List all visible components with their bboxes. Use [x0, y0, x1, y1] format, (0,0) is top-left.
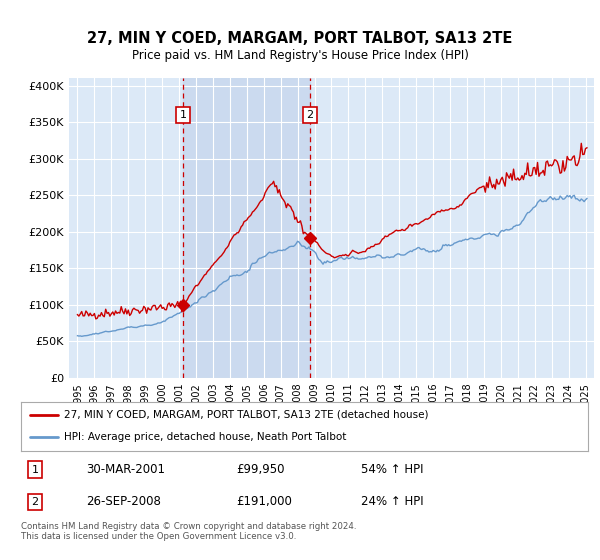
- Text: £191,000: £191,000: [236, 496, 292, 508]
- Text: 2: 2: [307, 110, 314, 120]
- Text: 27, MIN Y COED, MARGAM, PORT TALBOT, SA13 2TE: 27, MIN Y COED, MARGAM, PORT TALBOT, SA1…: [88, 31, 512, 46]
- Text: 1: 1: [179, 110, 187, 120]
- Bar: [183, 78, 310, 378]
- Text: £99,950: £99,950: [236, 463, 285, 476]
- Text: 24% ↑ HPI: 24% ↑ HPI: [361, 496, 424, 508]
- Text: 2: 2: [32, 497, 39, 507]
- Text: Contains HM Land Registry data © Crown copyright and database right 2024.
This d: Contains HM Land Registry data © Crown c…: [21, 522, 356, 542]
- Text: HPI: Average price, detached house, Neath Port Talbot: HPI: Average price, detached house, Neat…: [64, 432, 346, 442]
- Text: 1: 1: [32, 465, 38, 475]
- Text: 54% ↑ HPI: 54% ↑ HPI: [361, 463, 424, 476]
- Text: 26-SEP-2008: 26-SEP-2008: [86, 496, 161, 508]
- Text: Price paid vs. HM Land Registry's House Price Index (HPI): Price paid vs. HM Land Registry's House …: [131, 49, 469, 62]
- Text: 30-MAR-2001: 30-MAR-2001: [86, 463, 165, 476]
- Text: 27, MIN Y COED, MARGAM, PORT TALBOT, SA13 2TE (detached house): 27, MIN Y COED, MARGAM, PORT TALBOT, SA1…: [64, 410, 428, 420]
